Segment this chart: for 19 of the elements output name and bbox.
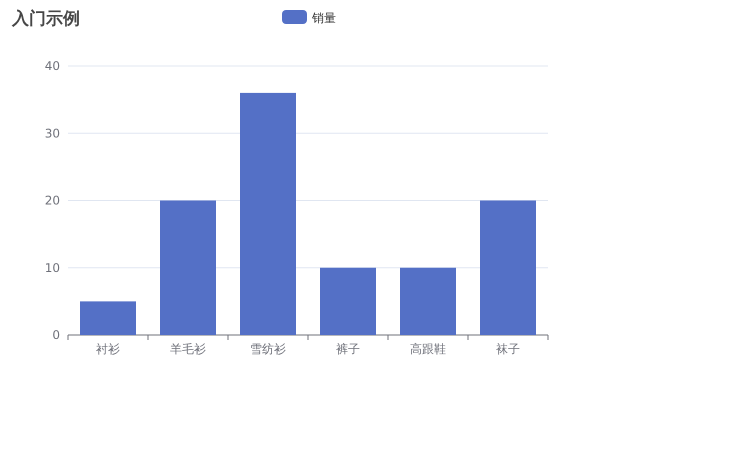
y-tick-label: 40 [44,59,60,73]
bar [80,301,136,335]
x-tick-label: 裤子 [336,342,360,356]
bar [160,200,216,335]
y-tick-label: 0 [52,328,60,342]
bar [240,92,296,335]
y-tick-label: 20 [44,194,60,208]
bar [480,200,536,335]
y-tick-label: 10 [44,260,60,275]
x-tick-label: 袜子 [496,342,520,356]
bar [400,268,456,335]
x-tick-label: 羊毛衫 [170,342,206,356]
x-tick-label: 雪纺衫 [250,342,286,356]
legend-label: 销量 [311,11,336,25]
bar [320,268,376,335]
y-tick-label: 30 [44,126,60,140]
chart-title: 入门示例 [11,9,80,29]
x-tick-label: 衬衫 [96,342,120,356]
x-tick-label: 高跟鞋 [410,342,446,356]
